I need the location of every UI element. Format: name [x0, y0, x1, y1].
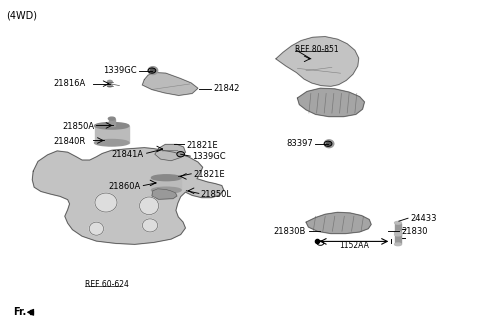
Text: 21830B: 21830B: [274, 227, 306, 236]
Ellipse shape: [395, 221, 401, 224]
Text: 21842: 21842: [214, 84, 240, 93]
Text: 21841A: 21841A: [111, 150, 144, 159]
Text: 83397: 83397: [286, 139, 313, 148]
Bar: [395, 233, 401, 244]
Ellipse shape: [108, 80, 112, 83]
Ellipse shape: [324, 140, 334, 148]
Polygon shape: [32, 148, 224, 244]
Text: 21840R: 21840R: [54, 137, 86, 146]
Text: 21850L: 21850L: [201, 190, 232, 198]
Text: 24433: 24433: [410, 215, 436, 223]
Ellipse shape: [108, 117, 115, 120]
Text: (4WD): (4WD): [6, 10, 37, 20]
Bar: [395, 223, 401, 235]
Text: Fr.: Fr.: [12, 307, 26, 317]
Text: 21830: 21830: [402, 227, 428, 236]
Ellipse shape: [95, 123, 129, 129]
Polygon shape: [306, 212, 371, 234]
Ellipse shape: [395, 233, 401, 236]
Text: 21860A: 21860A: [108, 182, 141, 191]
Ellipse shape: [395, 243, 401, 246]
Polygon shape: [155, 144, 185, 161]
Ellipse shape: [151, 69, 156, 72]
Text: 21816A: 21816A: [54, 79, 86, 89]
Text: REF 80-851: REF 80-851: [295, 45, 338, 54]
Ellipse shape: [395, 231, 401, 234]
Ellipse shape: [95, 193, 117, 212]
Ellipse shape: [148, 67, 157, 74]
Text: 1152AA: 1152AA: [339, 241, 369, 250]
Ellipse shape: [326, 142, 331, 146]
Ellipse shape: [89, 222, 104, 235]
Text: 21821E: 21821E: [193, 170, 225, 179]
Polygon shape: [152, 189, 177, 199]
Bar: [109, 119, 115, 126]
Polygon shape: [298, 88, 364, 117]
Polygon shape: [276, 37, 359, 86]
Bar: [152, 178, 181, 190]
Ellipse shape: [140, 197, 158, 215]
Ellipse shape: [152, 175, 181, 181]
Polygon shape: [30, 310, 33, 314]
Ellipse shape: [152, 187, 181, 193]
Polygon shape: [143, 72, 198, 95]
Text: 1339GC: 1339GC: [104, 66, 137, 75]
Text: 21821E: 21821E: [186, 141, 218, 150]
Ellipse shape: [108, 84, 112, 87]
Ellipse shape: [143, 219, 157, 232]
Text: 1339GC: 1339GC: [192, 152, 226, 161]
Text: REF 60-624: REF 60-624: [85, 280, 129, 289]
Bar: [95, 126, 129, 143]
Text: 21850A: 21850A: [62, 122, 94, 131]
Ellipse shape: [178, 152, 184, 157]
Ellipse shape: [95, 139, 129, 146]
